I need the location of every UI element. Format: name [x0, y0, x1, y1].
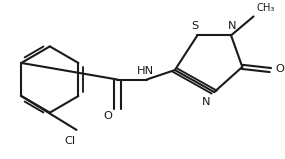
Text: O: O — [275, 64, 284, 74]
Text: CH₃: CH₃ — [256, 3, 275, 13]
Text: N: N — [201, 97, 210, 107]
Text: O: O — [104, 111, 113, 121]
Text: Cl: Cl — [64, 136, 75, 146]
Text: HN: HN — [137, 66, 154, 76]
Text: S: S — [191, 21, 198, 31]
Text: N: N — [228, 21, 237, 31]
